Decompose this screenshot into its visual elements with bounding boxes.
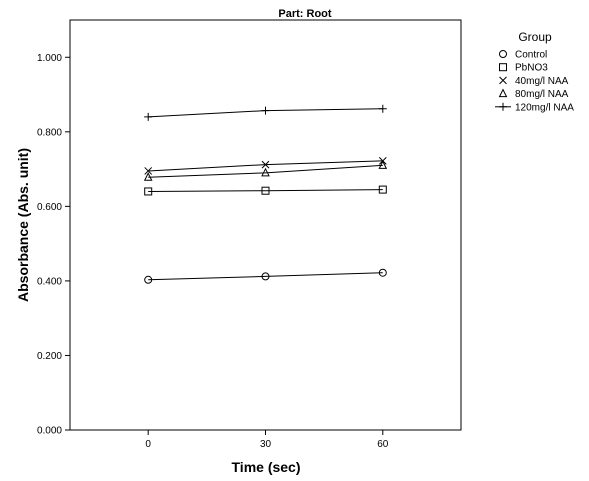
x-axis-title: Time (sec) bbox=[232, 459, 301, 475]
legend-marker bbox=[499, 63, 507, 72]
series-layer bbox=[143, 104, 388, 284]
legend-marker bbox=[499, 50, 507, 58]
data-point bbox=[144, 187, 153, 196]
legend-label: 40mg/l NAA bbox=[515, 76, 569, 87]
data-point bbox=[261, 106, 270, 115]
legend-label: 80mg/l NAA bbox=[515, 89, 569, 100]
legend-label: 120mg/l NAA bbox=[515, 102, 574, 113]
data-point bbox=[378, 268, 387, 277]
y-tick-label: 1.000 bbox=[37, 53, 62, 64]
data-point bbox=[261, 160, 270, 169]
legend-label: Control bbox=[515, 50, 547, 61]
data-point bbox=[144, 167, 153, 175]
y-tick-label: 0.000 bbox=[37, 426, 62, 437]
y-tick-label: 0.400 bbox=[37, 276, 62, 287]
data-point bbox=[144, 275, 153, 284]
y-axis-title: Absorbance (Abs. unit) bbox=[15, 148, 31, 302]
x-axis: 0 30 60 bbox=[145, 430, 389, 450]
x-tick-label: 0 bbox=[145, 439, 151, 450]
x-tick-label: 30 bbox=[260, 439, 272, 450]
legend-marker bbox=[499, 102, 507, 111]
plot-area bbox=[69, 19, 462, 431]
data-point bbox=[143, 172, 153, 181]
x-tick-label: 60 bbox=[377, 439, 389, 450]
data-point bbox=[378, 104, 387, 113]
legend-marker bbox=[498, 88, 508, 98]
series-line bbox=[148, 164, 383, 178]
data-point bbox=[261, 186, 270, 195]
legend-label: PbNO3 bbox=[515, 63, 548, 74]
data-point bbox=[378, 160, 388, 169]
data-point bbox=[144, 112, 153, 121]
chart-title: Part: Root bbox=[278, 8, 332, 20]
data-point bbox=[261, 272, 270, 281]
legend-marker bbox=[499, 76, 507, 85]
data-point bbox=[378, 185, 387, 194]
legend: Group Control PbNO3 40mg/l NAA 80mg/l NAA 12… bbox=[495, 30, 574, 113]
legend-title: Group bbox=[518, 30, 552, 44]
y-tick-label: 0.800 bbox=[37, 127, 62, 138]
data-point bbox=[261, 167, 270, 177]
series-line bbox=[148, 189, 383, 192]
y-tick-label: 0.600 bbox=[37, 202, 62, 213]
y-tick-label: 0.200 bbox=[37, 351, 62, 362]
series-line bbox=[148, 272, 383, 281]
y-axis: 0.000 0.200 0.400 0.600 0.800 1.000 bbox=[37, 53, 70, 437]
